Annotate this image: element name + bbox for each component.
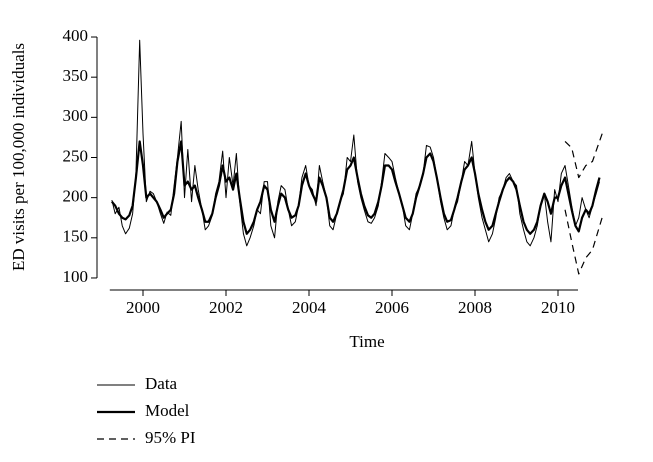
y-tick-label: 100 [63, 267, 89, 286]
x-axis-title: Time [349, 332, 384, 351]
y-tick-label: 350 [63, 66, 89, 85]
y-tick-label: 250 [63, 146, 89, 165]
x-tick-label: 2002 [209, 298, 243, 317]
x-tick-label: 2004 [292, 298, 327, 317]
y-axis-title: ED visits per 100,000 individuals [9, 43, 28, 271]
series-line [111, 140, 601, 235]
legend-label: Model [145, 401, 190, 420]
x-tick-label: 2006 [375, 298, 409, 317]
series-line [564, 131, 604, 179]
x-tick-label: 2010 [541, 298, 575, 317]
y-tick-label: 300 [63, 106, 89, 125]
y-tick-label: 200 [63, 187, 89, 206]
y-tick-label: 150 [63, 227, 89, 246]
series-line [111, 39, 600, 247]
legend-label: Data [145, 374, 178, 393]
legend-label: 95% PI [145, 428, 196, 447]
x-tick-label: 2000 [126, 298, 160, 317]
x-tick-label: 2008 [458, 298, 492, 317]
series-line [564, 209, 604, 275]
y-tick-label: 400 [63, 26, 89, 45]
